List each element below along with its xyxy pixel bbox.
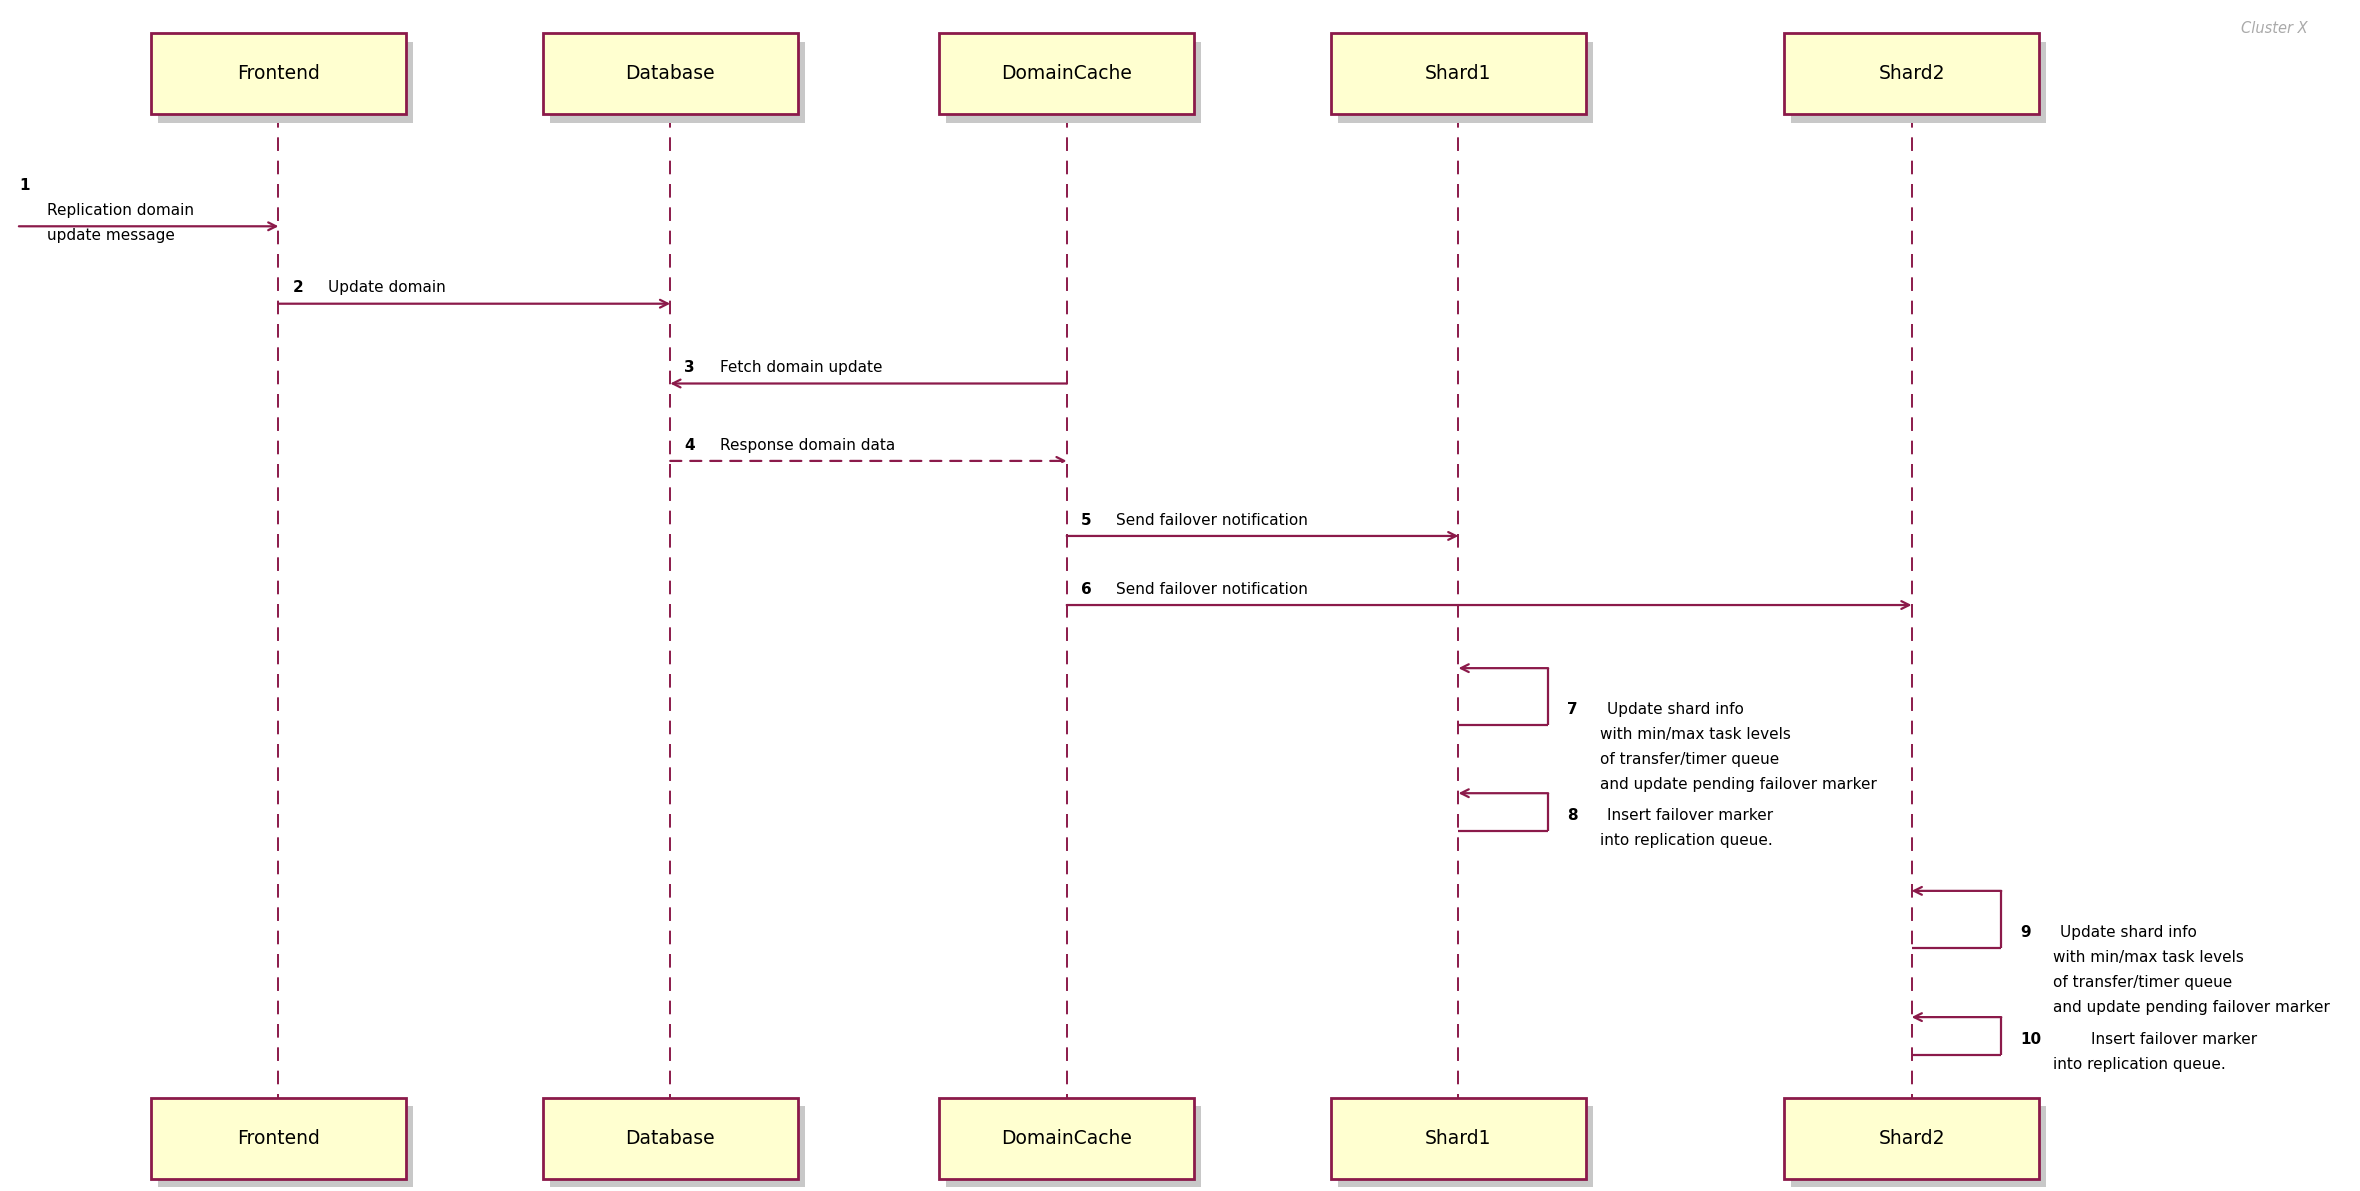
Text: of transfer/timer queue: of transfer/timer queue <box>1600 752 1779 767</box>
Bar <box>550 1106 805 1187</box>
Text: 2: 2 <box>293 280 304 295</box>
Text: Frontend: Frontend <box>236 1129 321 1148</box>
Bar <box>550 42 805 123</box>
Text: of transfer/timer queue: of transfer/timer queue <box>2053 974 2233 990</box>
Text: Shard2: Shard2 <box>1879 64 1945 83</box>
Text: Send failover notification: Send failover notification <box>1116 581 1307 597</box>
Text: and update pending failover marker: and update pending failover marker <box>1600 777 1876 792</box>
Text: Fetch domain update: Fetch domain update <box>720 360 883 375</box>
Text: Shard1: Shard1 <box>1425 1129 1492 1148</box>
Bar <box>151 1098 406 1179</box>
Bar <box>1338 42 1593 123</box>
Text: 5: 5 <box>1081 512 1093 528</box>
Text: update message: update message <box>47 227 175 243</box>
Bar <box>939 1098 1194 1179</box>
Text: into replication queue.: into replication queue. <box>2053 1056 2225 1072</box>
Bar <box>151 33 406 114</box>
Text: 9: 9 <box>2020 924 2032 940</box>
Text: with min/max task levels: with min/max task levels <box>2053 949 2244 965</box>
Text: with min/max task levels: with min/max task levels <box>1600 727 1791 742</box>
Bar <box>158 1106 413 1187</box>
Text: 6: 6 <box>1081 581 1093 597</box>
Bar <box>543 33 798 114</box>
Bar <box>1791 1106 2046 1187</box>
Text: Update shard info: Update shard info <box>2060 924 2197 940</box>
Text: Update shard info: Update shard info <box>1607 701 1744 717</box>
Bar <box>1784 1098 2039 1179</box>
Bar <box>946 1106 1201 1187</box>
Text: 7: 7 <box>1567 701 1579 717</box>
Text: and update pending failover marker: and update pending failover marker <box>2053 999 2329 1015</box>
Text: DomainCache: DomainCache <box>1001 64 1133 83</box>
Text: Insert failover marker: Insert failover marker <box>2091 1031 2256 1047</box>
Text: Frontend: Frontend <box>236 64 321 83</box>
Text: 10: 10 <box>2020 1031 2041 1047</box>
Text: 4: 4 <box>684 437 696 453</box>
Bar <box>1331 33 1586 114</box>
Text: Database: Database <box>625 64 715 83</box>
Bar <box>158 42 413 123</box>
Text: Database: Database <box>625 1129 715 1148</box>
Text: Insert failover marker: Insert failover marker <box>1607 807 1772 823</box>
Text: Response domain data: Response domain data <box>720 437 894 453</box>
Bar <box>939 33 1194 114</box>
Bar <box>1791 42 2046 123</box>
Text: 1: 1 <box>19 177 28 193</box>
Bar <box>543 1098 798 1179</box>
Text: 3: 3 <box>684 360 696 375</box>
Text: DomainCache: DomainCache <box>1001 1129 1133 1148</box>
Text: Shard2: Shard2 <box>1879 1129 1945 1148</box>
Bar <box>946 42 1201 123</box>
Bar <box>1331 1098 1586 1179</box>
Text: Update domain: Update domain <box>328 280 446 295</box>
Bar <box>1338 1106 1593 1187</box>
Text: Replication domain: Replication domain <box>47 202 194 218</box>
Text: Send failover notification: Send failover notification <box>1116 512 1307 528</box>
Text: 8: 8 <box>1567 807 1579 823</box>
Text: into replication queue.: into replication queue. <box>1600 833 1772 848</box>
Bar <box>1784 33 2039 114</box>
Text: Cluster X: Cluster X <box>2242 21 2308 37</box>
Text: Shard1: Shard1 <box>1425 64 1492 83</box>
